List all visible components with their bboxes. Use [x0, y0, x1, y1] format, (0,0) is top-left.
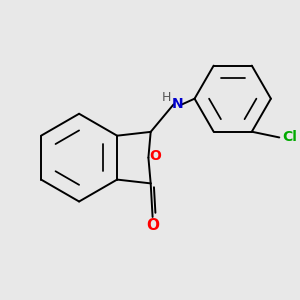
Text: Cl: Cl: [283, 130, 297, 144]
Text: O: O: [149, 149, 161, 163]
Text: N: N: [172, 98, 183, 111]
Text: H: H: [162, 91, 171, 104]
Text: O: O: [146, 218, 159, 233]
